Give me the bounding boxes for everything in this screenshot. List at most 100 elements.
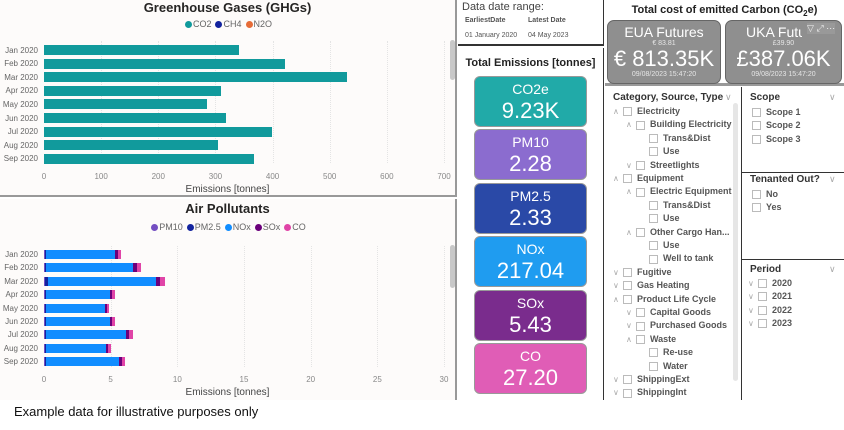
chevron-down-icon[interactable]: ∨ <box>613 375 619 384</box>
category-slicer-item[interactable]: Trans&Dist <box>639 200 711 210</box>
chevron-down-icon[interactable]: ∨ <box>626 308 632 317</box>
period-slicer-item[interactable]: ∨ 2020 <box>748 278 792 289</box>
period-slicer-item[interactable]: ∨ 2022 <box>748 305 792 315</box>
bar-co2[interactable] <box>44 113 226 123</box>
chevron-down-icon[interactable]: ∨ <box>748 318 754 328</box>
category-slicer-item[interactable]: ∨ Gas Heating <box>613 280 690 291</box>
bar-co[interactable] <box>108 343 111 353</box>
bar-co2[interactable] <box>44 85 222 96</box>
checkbox[interactable] <box>649 147 658 157</box>
earliest-date-header[interactable]: EarliestDate <box>465 17 506 24</box>
bar-pm10[interactable] <box>44 317 45 326</box>
chevron-up-icon[interactable]: ∧ <box>626 227 632 237</box>
scope-slicer-item[interactable]: Scope 2 <box>752 120 801 131</box>
checkbox[interactable] <box>758 305 767 315</box>
checkbox[interactable] <box>623 107 632 117</box>
bar-co2[interactable] <box>44 45 239 55</box>
co-legend-label[interactable]: CO <box>292 222 306 232</box>
bar-co[interactable] <box>106 303 110 313</box>
tenanted-slicer-item[interactable]: Yes <box>752 202 782 213</box>
checkbox[interactable] <box>649 254 658 264</box>
category-slicer-item[interactable]: Well to tank <box>639 253 713 264</box>
latest-date-header[interactable]: Latest Date <box>528 17 566 24</box>
checkbox[interactable] <box>636 334 645 344</box>
checkbox[interactable] <box>636 227 645 237</box>
checkbox[interactable] <box>636 160 645 170</box>
checkbox[interactable] <box>623 294 632 304</box>
bar-pm2.5[interactable] <box>44 343 46 353</box>
checkbox[interactable] <box>649 348 658 358</box>
category-slicer-item[interactable]: ∨ Purchased Goods <box>626 320 727 331</box>
bar-nox[interactable] <box>46 250 116 259</box>
category-slicer-item[interactable]: ∧ Electricity <box>613 106 680 117</box>
checkbox[interactable] <box>649 241 658 251</box>
bar-co[interactable] <box>129 330 134 340</box>
bar-nox[interactable] <box>46 303 105 313</box>
bar-nox[interactable] <box>46 263 133 273</box>
pm10-legend-label[interactable]: PM10 <box>159 222 183 232</box>
category-slicer-item[interactable]: Use <box>639 146 680 157</box>
bar-co[interactable] <box>112 290 116 300</box>
bar-pm2.5[interactable] <box>44 357 46 367</box>
chevron-up-icon[interactable]: ∧ <box>626 120 632 130</box>
category-slicer-item[interactable]: ∧ Waste <box>626 334 676 344</box>
bar-nox[interactable] <box>48 276 156 286</box>
checkbox[interactable] <box>649 200 658 210</box>
checkbox[interactable] <box>636 321 645 331</box>
category-slicer-item[interactable]: ∨ Fugitive <box>613 267 672 277</box>
bar-pm2.5[interactable] <box>44 317 46 326</box>
checkbox[interactable] <box>752 121 761 131</box>
bar-pm10[interactable] <box>44 357 45 367</box>
sox-legend-label[interactable]: SOx <box>262 222 281 232</box>
chevron-down-icon[interactable]: ∨ <box>748 279 754 288</box>
bar-pm10[interactable] <box>44 250 45 259</box>
bar-pm2.5[interactable] <box>44 290 46 300</box>
chevron-down-icon[interactable]: ∨ <box>613 281 619 291</box>
chevron-up-icon[interactable]: ∧ <box>613 174 619 183</box>
n2o-legend-label[interactable]: N2O <box>253 19 273 29</box>
category-slicer-item[interactable]: Re-use <box>639 347 693 358</box>
co2-legend-label[interactable]: CO2 <box>192 19 212 29</box>
checkbox[interactable] <box>752 190 761 200</box>
checkbox[interactable] <box>649 361 658 371</box>
scope-slicer-item[interactable]: Scope 3 <box>752 134 801 144</box>
bar-co[interactable] <box>136 263 142 273</box>
checkbox[interactable] <box>636 308 645 318</box>
focus-mode-icon[interactable]: ⤢ <box>816 23 824 33</box>
chevron-down-icon[interactable]: ∨ <box>626 160 632 170</box>
bar-co2[interactable] <box>44 72 348 83</box>
bar-co[interactable] <box>160 276 165 286</box>
bar-nox[interactable] <box>46 357 120 367</box>
bar-nox[interactable] <box>46 343 106 353</box>
checkbox[interactable] <box>623 174 632 184</box>
bar-nox[interactable] <box>46 330 126 340</box>
bar-pm2.5[interactable] <box>44 303 46 313</box>
chevron-up-icon[interactable]: ∧ <box>613 107 619 116</box>
bar-nox[interactable] <box>46 290 110 300</box>
pm2.5-legend-label[interactable]: PM2.5 <box>194 222 221 232</box>
bar-co[interactable] <box>118 250 122 259</box>
bar-pm2.5[interactable] <box>44 250 46 259</box>
chevron-down-icon[interactable]: ∨ <box>725 92 732 102</box>
checkbox[interactable] <box>758 319 767 329</box>
nox-legend-label[interactable]: NOx <box>232 222 251 232</box>
bar-co2[interactable] <box>44 126 272 137</box>
chevron-down-icon[interactable]: ∨ <box>613 388 619 398</box>
checkbox[interactable] <box>752 108 761 118</box>
chevron-down-icon[interactable]: ∨ <box>626 321 632 331</box>
ch4-legend-label[interactable]: CH4 <box>223 19 242 29</box>
checkbox[interactable] <box>752 203 761 213</box>
chevron-up-icon[interactable]: ∧ <box>626 334 632 344</box>
chevron-down-icon[interactable]: ∨ <box>829 264 836 274</box>
bar-pm10[interactable] <box>44 263 45 273</box>
checkbox[interactable] <box>636 120 645 130</box>
category-slicer-item[interactable]: Water <box>639 361 688 371</box>
filter-icon[interactable]: ▽ <box>807 23 814 33</box>
checkbox[interactable] <box>623 375 632 385</box>
category-slicer-item[interactable]: ∨ ShippingExt <box>613 374 690 385</box>
checkbox[interactable] <box>649 214 658 224</box>
chevron-down-icon[interactable]: ∨ <box>748 292 754 302</box>
category-slicer-item[interactable]: Use <box>639 240 680 251</box>
bar-sox[interactable] <box>115 250 118 259</box>
category-slicer-item[interactable]: ∧ Product Life Cycle <box>613 294 716 304</box>
